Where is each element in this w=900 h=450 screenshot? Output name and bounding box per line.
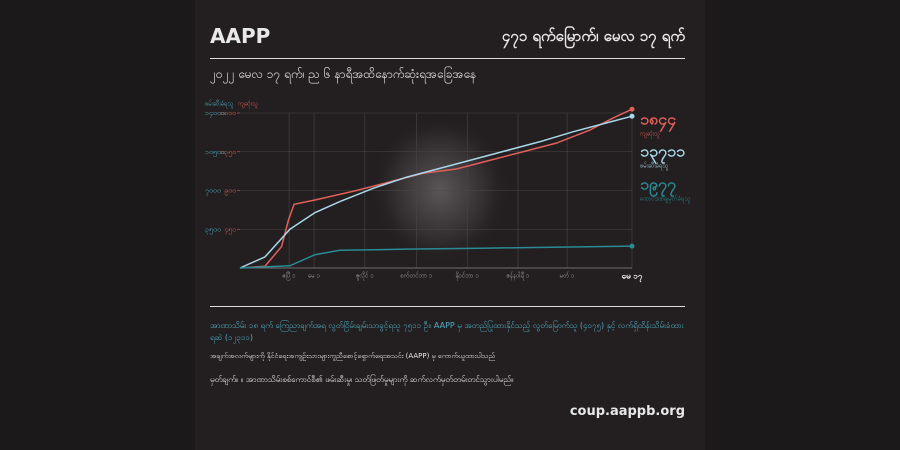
y-tick-label: ၁၀၅၀၀ — [205, 148, 225, 157]
y2-tick-label: ၄၅၀ — [224, 225, 236, 234]
note: မှတ်ချက်။ ။ အာဏာသိမ်းစစ်ကောင်စီ၏ ဖမ်းဆီး… — [210, 375, 514, 384]
y2-tick-label: ၁၈၀၀ — [220, 109, 236, 117]
x-tick-label: မေ ၁ — [308, 273, 320, 280]
x-tick-label: ဧပြီ ၁ — [283, 271, 296, 281]
y-tick-label: ၇၀၀၀ — [205, 187, 221, 196]
subtitle: ၂၀၂၂ မေလ ၁၇ ရက်၊ ည ၆ နာရီအထိနောက်ဆုံးရအခ… — [210, 67, 477, 81]
website: coup.aappb.org — [569, 404, 685, 419]
value-label: ၁၈၄၄ — [640, 110, 676, 133]
x-tick-label: ဇူလိုင် ၁ — [356, 272, 374, 281]
end-point — [629, 106, 635, 112]
y-axis-label: ဖမ်းဆီးခံရသူ — [205, 100, 234, 109]
end-point — [629, 113, 635, 119]
legend-label: ဖမ်းဆီးခံရသူ — [640, 162, 669, 171]
divider — [210, 58, 685, 59]
legend-label: ထောင်ဒဏ်ချမှတ်ခံရသူ — [640, 195, 690, 204]
series-line — [239, 245, 633, 269]
x-tick-label: နိုဝင်ဘာ ၁ — [456, 272, 479, 281]
y2-tick-label: ၁၃၅၀ — [220, 148, 236, 157]
y-tick-label: ၃၅၀၀ — [205, 225, 221, 234]
brand: AAPP — [210, 24, 271, 48]
y2-axis-label: ကျဆုံးသူ — [238, 101, 258, 109]
y2-tick-label: ၉၀၀ — [224, 187, 236, 196]
x-tick-label: မတ် ၁ — [560, 272, 575, 280]
divider — [210, 306, 685, 307]
header-title: ၄၇၁ ရက်မြောက်၊ မေလ ၁၇ ရက် — [501, 27, 685, 45]
summary: အာဏာသိမ်း ၁၈ ရက် ကြေညာချက်အရ လွတ်ငြိမ်းခ… — [210, 321, 684, 342]
y-tick-label: ၁၄၀၀၀ — [205, 109, 225, 118]
x-tick-label: မေ ၁၇ — [622, 272, 643, 284]
x-tick-label: ဇန်နဝါရီ ၁ — [507, 272, 530, 281]
value-label: ၁၉၇၇ — [640, 175, 676, 198]
value-label: ၁၃၇၁၁ — [640, 142, 685, 165]
x-tick-label: စက်တင်ဘာ ၁ — [400, 272, 432, 280]
series-line — [239, 115, 633, 269]
portrait — [370, 115, 510, 265]
legend-label: ကျဆုံးသူ — [640, 131, 660, 139]
source: အချက်အလက်များကို နိုင်ငံရေးအကျဉ်းသားများ… — [210, 352, 496, 360]
end-point — [629, 243, 635, 249]
